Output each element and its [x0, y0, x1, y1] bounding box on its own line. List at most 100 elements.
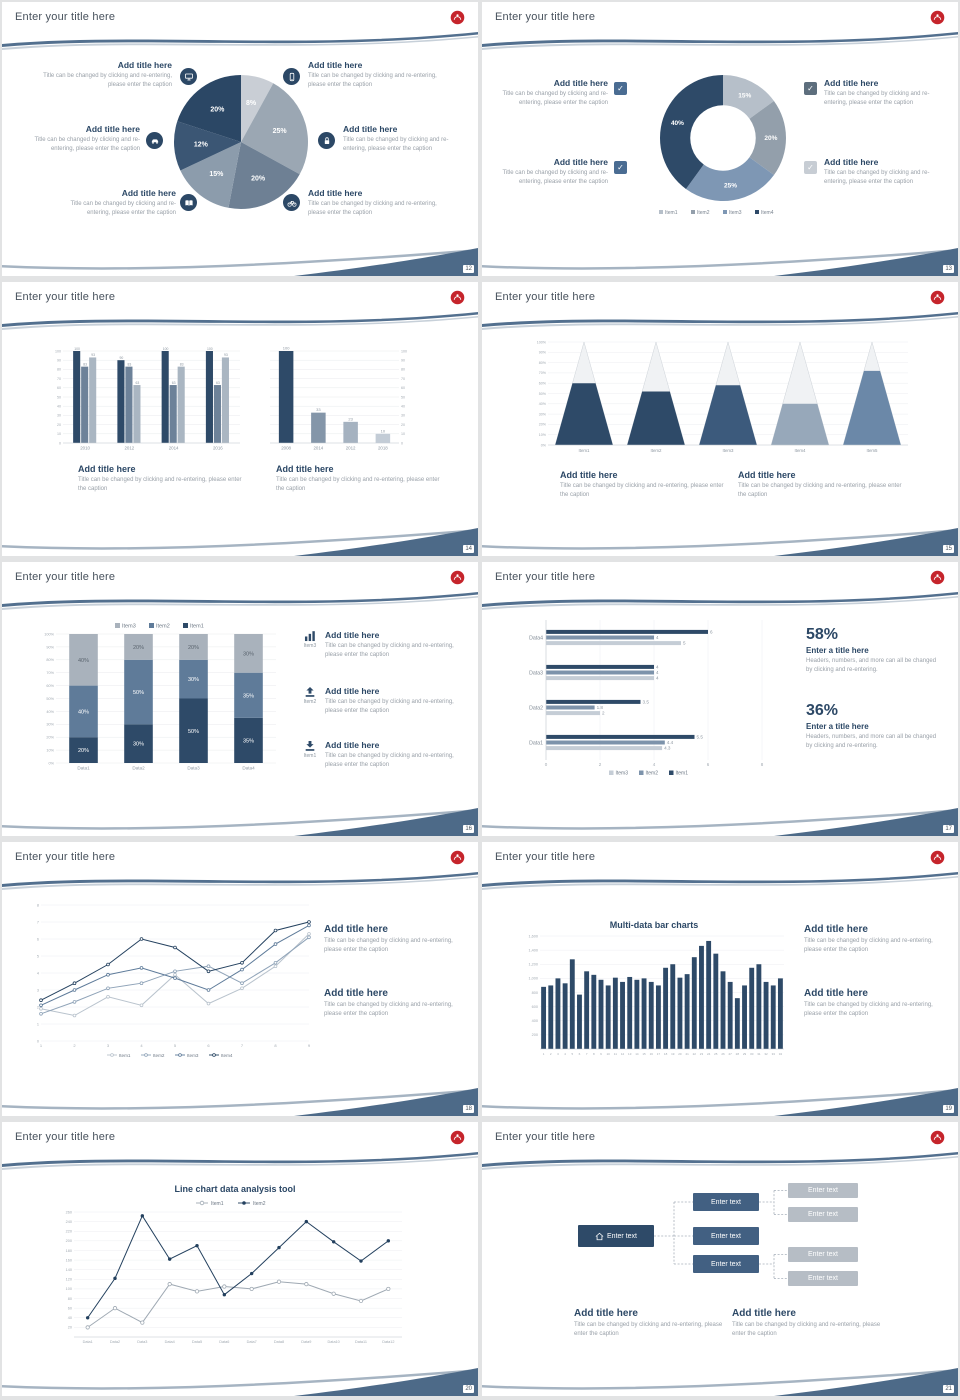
svg-text:50: 50: [401, 395, 405, 399]
slide-title: Enter your title here: [495, 571, 596, 583]
svg-text:10%: 10%: [539, 433, 547, 437]
upload-icon: Item2: [302, 686, 318, 705]
svg-text:63: 63: [172, 381, 176, 385]
svg-text:Data10: Data10: [328, 1340, 340, 1344]
svg-text:63: 63: [135, 381, 139, 385]
diagram-branch-node: Enter text: [693, 1227, 759, 1245]
svg-text:0%: 0%: [49, 761, 55, 765]
slide-stacked-bar[interactable]: Item3 Item2 Item1 0% 10% 20% 30% 40% 50% 60% 70% 80…: [2, 562, 478, 836]
svg-text:4: 4: [564, 1052, 566, 1056]
svg-text:8%: 8%: [246, 100, 257, 107]
bottom-swoosh-decoration: [482, 1368, 958, 1396]
top-swoosh-decoration: [482, 312, 958, 330]
node-label: Enter text: [808, 1251, 838, 1258]
slide-bar-charts[interactable]: 0 10 20 30 40 50 60 70 80 90 100 100 83 93 2010 90 83 63 2…: [2, 282, 478, 556]
callout-right: Add title here Title can be changed by c…: [276, 464, 444, 494]
callout-left: Add title here Title can be changed by c…: [78, 464, 246, 494]
slide-donut-chart[interactable]: 15% 20% 25% 40% Item1 Item2 Item3 Item4 Add tit…: [482, 2, 958, 276]
svg-text:8: 8: [761, 762, 764, 767]
slide-org-diagram[interactable]: Enter text Enter text Enter text Enter t…: [482, 1122, 958, 1396]
university-logo-icon: [450, 290, 465, 305]
slide-hbar-stats[interactable]: 0 2 4 6 8 Data1 5.5 4.4 4.3 Data2 3.5 1.8 2 Data3 4 4 4 D…: [482, 562, 958, 836]
svg-text:Data12: Data12: [382, 1340, 394, 1344]
callout-caption: Title can be changed by clicking and re-…: [574, 1322, 723, 1337]
svg-text:Item3: Item3: [729, 210, 742, 216]
svg-text:30%: 30%: [133, 742, 144, 748]
slide-title: Enter your title here: [495, 11, 596, 23]
page-number: 20: [463, 1385, 474, 1393]
callout-2: Add title here Title can be changed by c…: [804, 988, 944, 1019]
svg-text:90%: 90%: [539, 351, 547, 355]
svg-text:0: 0: [401, 441, 403, 445]
callout-title: Add title here: [560, 470, 618, 480]
svg-text:3: 3: [557, 1052, 559, 1056]
two-line-chart: Item1 Item2 20 40 60 80 100 120 140 160 180 200 220 2…: [54, 1198, 410, 1348]
callout-right: Add title here Title can be changed by c…: [732, 1308, 890, 1339]
stat-title: Enter a title here: [806, 722, 869, 731]
callout-right-bottom: Add title here Title can be changed by c…: [824, 157, 948, 187]
svg-text:35%: 35%: [243, 738, 254, 744]
callout-caption: Title can be changed by clicking and re-…: [308, 201, 437, 216]
svg-text:1: 1: [543, 1052, 545, 1056]
node-label: Enter text: [808, 1187, 838, 1194]
svg-text:33: 33: [772, 1052, 776, 1056]
icon-label: Item3: [303, 643, 317, 649]
page-number: 17: [943, 825, 954, 833]
svg-text:9: 9: [600, 1052, 602, 1056]
svg-text:40: 40: [401, 405, 405, 409]
svg-text:60: 60: [401, 386, 405, 390]
slide-line-chart[interactable]: 0 1 2 3 4 5 6 7 8 1 2 3 4 5 6 7 8 9 Item1 Item2 Item3 Item4 A…: [2, 842, 478, 1116]
svg-text:7: 7: [586, 1052, 588, 1056]
check-glyph: ✓: [807, 163, 814, 172]
svg-text:4: 4: [656, 670, 659, 675]
bicycle-icon: [283, 194, 300, 211]
slide-multi-bar[interactable]: Multi-data bar charts 200 400 600 800 1,000 1…: [482, 842, 958, 1116]
svg-text:1,200: 1,200: [528, 963, 538, 967]
svg-text:12%: 12%: [194, 142, 209, 149]
svg-text:15%: 15%: [738, 92, 751, 99]
svg-text:20%: 20%: [188, 645, 199, 651]
stat-value: 58%: [806, 626, 839, 643]
node-label: Enter text: [607, 1232, 637, 1240]
svg-text:34: 34: [779, 1052, 783, 1056]
svg-text:Data5: Data5: [192, 1340, 202, 1344]
svg-text:83: 83: [180, 362, 184, 366]
svg-text:5: 5: [683, 641, 686, 646]
svg-text:40%: 40%: [539, 402, 547, 406]
svg-text:2012: 2012: [346, 446, 356, 451]
svg-text:Item2: Item2: [697, 210, 710, 216]
svg-text:23: 23: [348, 416, 353, 421]
bottom-swoosh-decoration: [482, 528, 958, 556]
svg-text:200: 200: [532, 1033, 538, 1037]
university-logo-icon: [930, 570, 945, 585]
svg-text:Item1: Item1: [579, 448, 591, 453]
svg-text:800: 800: [532, 991, 538, 995]
svg-text:1: 1: [37, 1022, 39, 1026]
slide-pie-infographic[interactable]: 8% 25% 20% 15% 12% 20% Add title here Title c…: [2, 2, 478, 276]
icon-label: Item1: [303, 753, 317, 759]
svg-text:23: 23: [700, 1052, 704, 1056]
slide-pyramid-chart[interactable]: 0% 10% 20% 30% 40% 50% 60% 70% 80% 90% 100% Item1 It…: [482, 282, 958, 556]
svg-text:28: 28: [736, 1052, 740, 1056]
page-number: 16: [463, 825, 474, 833]
top-swoosh-decoration: [2, 312, 478, 330]
svg-text:Item3: Item3: [187, 1053, 199, 1058]
svg-text:20: 20: [57, 423, 61, 427]
svg-text:31: 31: [757, 1052, 761, 1056]
callout-caption: Title can be changed by clicking and re-…: [325, 753, 454, 768]
page-number: 21: [943, 1385, 954, 1393]
donut-chart: 15% 20% 25% 40% Item1 Item2 Item3 Item4: [658, 72, 788, 220]
checkbox-icon: ✓: [804, 161, 817, 174]
callout-caption: Title can be changed by clicking and re-…: [34, 137, 140, 152]
callout-title: Add title here: [324, 988, 388, 999]
svg-text:22: 22: [693, 1052, 697, 1056]
svg-text:5.5: 5.5: [697, 734, 704, 739]
callout-caption: Title can be changed by clicking and re-…: [78, 477, 242, 492]
svg-text:93: 93: [91, 353, 95, 357]
svg-text:100: 100: [55, 349, 61, 353]
callout-caption: Title can be changed by clicking and re-…: [325, 699, 454, 714]
bottom-swoosh-decoration: [482, 1088, 958, 1116]
callout-top-right: Add title here Title can be changed by c…: [308, 60, 440, 90]
slide-line-tool[interactable]: Line chart data analysis tool Item1 Item2…: [2, 1122, 478, 1396]
svg-text:Item1: Item1: [676, 771, 689, 777]
